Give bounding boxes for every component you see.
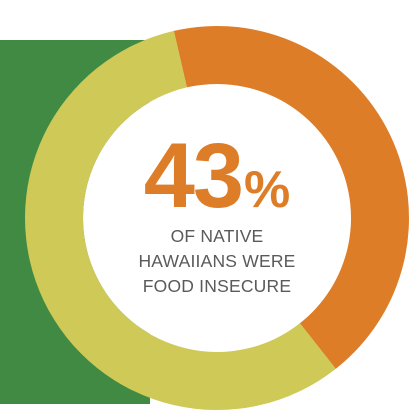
caption-line-2: HAWAIIANS WERE: [138, 251, 296, 271]
donut-slice-2: [24, 30, 336, 411]
caption-line-3: FOOD INSECURE: [142, 276, 292, 296]
donut-slice-1: [173, 26, 409, 369]
donut-inner-disc: [83, 84, 351, 352]
headline-unit: %: [244, 161, 291, 219]
headline-stat: 43 %: [144, 130, 291, 222]
headline-value: 43: [143, 125, 244, 227]
donut-slices: [24, 26, 409, 411]
headline-caption: OF NATIVE HAWAIIANS WERE FOOD INSECURE: [107, 224, 327, 299]
caption-line-1: OF NATIVE: [170, 226, 264, 246]
center-label: 43 % OF NATIVE HAWAIIANS WERE FOOD INSEC…: [107, 130, 327, 299]
